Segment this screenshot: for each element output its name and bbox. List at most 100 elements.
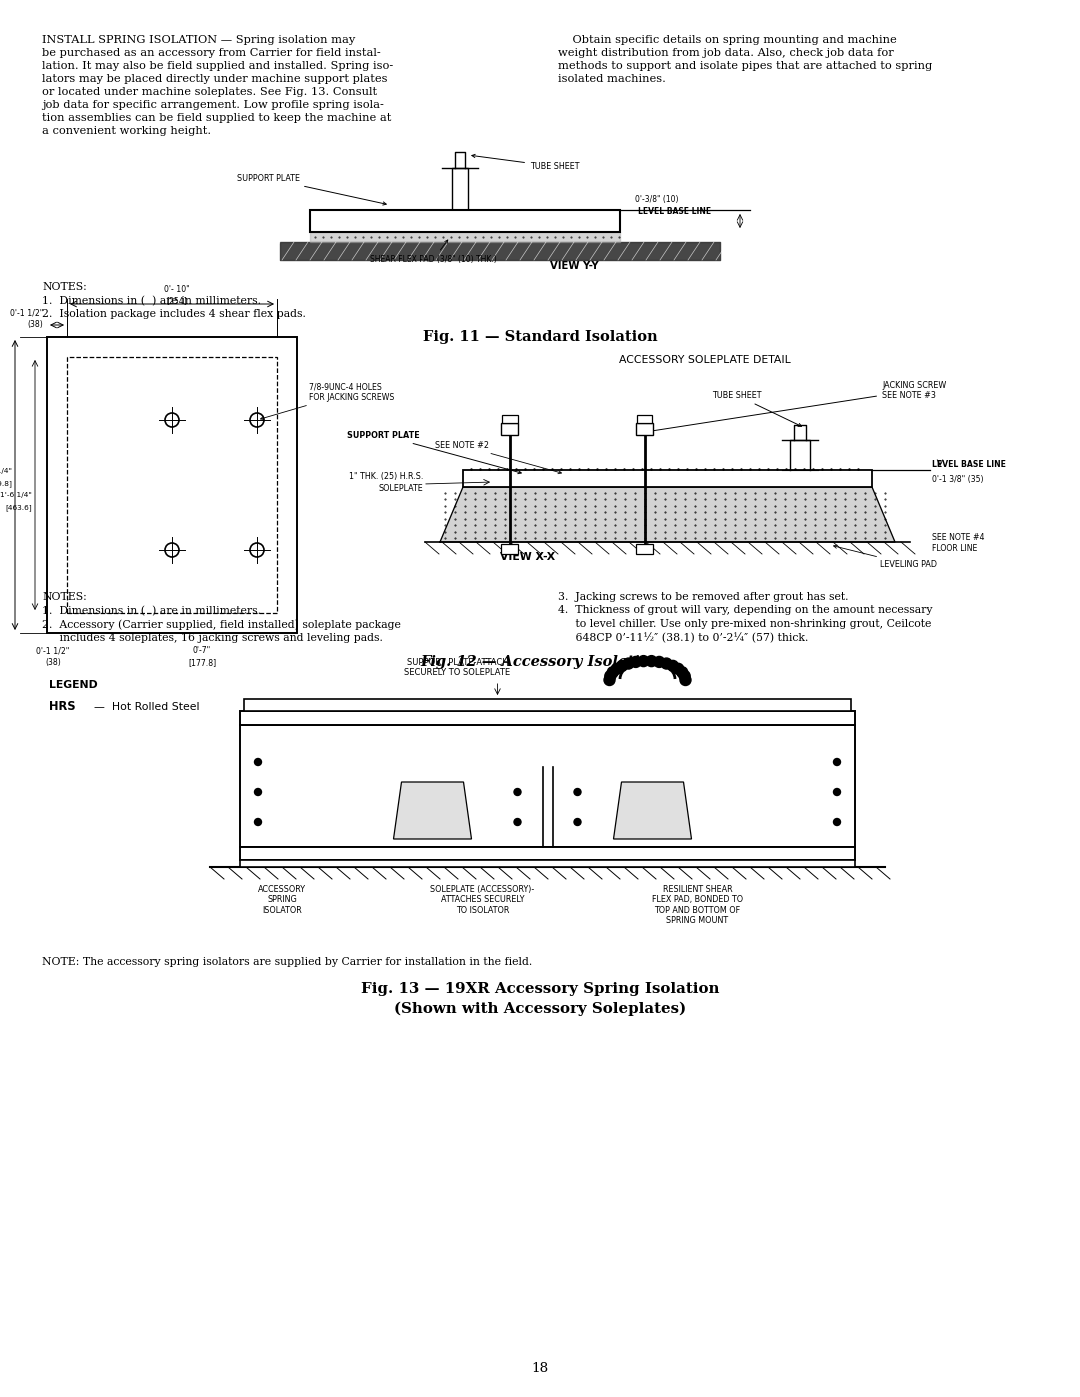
Polygon shape bbox=[613, 782, 691, 840]
Text: SEE NOTE #4: SEE NOTE #4 bbox=[932, 534, 985, 542]
Bar bbox=[637, 415, 652, 423]
Circle shape bbox=[573, 819, 581, 826]
Bar bbox=[386, 856, 438, 865]
Circle shape bbox=[631, 657, 642, 668]
Text: TUBE SHEET: TUBE SHEET bbox=[472, 154, 580, 170]
Text: 0'-1 1/2": 0'-1 1/2" bbox=[10, 307, 43, 317]
Text: 1" THK. (25) H.R.S.: 1" THK. (25) H.R.S. bbox=[349, 472, 423, 481]
Circle shape bbox=[573, 788, 581, 795]
Text: 18: 18 bbox=[531, 1362, 549, 1375]
Text: HRS: HRS bbox=[49, 700, 76, 712]
Text: ACCESSORY
SPRING
ISOLATOR: ACCESSORY SPRING ISOLATOR bbox=[258, 886, 306, 915]
Circle shape bbox=[607, 666, 618, 678]
Circle shape bbox=[255, 819, 261, 826]
Text: VIEW Y-Y: VIEW Y-Y bbox=[550, 261, 598, 271]
Text: Fig. 11 — Standard Isolation: Fig. 11 — Standard Isolation bbox=[422, 330, 658, 344]
Text: ACCESSORY SOLEPLATE DETAIL: ACCESSORY SOLEPLATE DETAIL bbox=[619, 355, 791, 365]
Circle shape bbox=[623, 658, 634, 669]
Text: 0'-1 1/2": 0'-1 1/2" bbox=[37, 645, 70, 655]
Text: LEVELING PAD: LEVELING PAD bbox=[834, 545, 937, 569]
Bar bbox=[787, 858, 839, 865]
Circle shape bbox=[255, 788, 261, 795]
Text: JACKING SCREW
SEE NOTE #3: JACKING SCREW SEE NOTE #3 bbox=[649, 380, 946, 433]
Text: SOLEPLATE (ACCESSORY)-
ATTACHES SECURELY
TO ISOLATOR: SOLEPLATE (ACCESSORY)- ATTACHES SECURELY… bbox=[430, 886, 535, 915]
Bar bbox=[386, 858, 438, 865]
Text: 1'-9 1/4": 1'-9 1/4" bbox=[0, 468, 12, 474]
Bar bbox=[256, 856, 308, 865]
Text: FLOOR LINE: FLOOR LINE bbox=[932, 543, 977, 553]
Text: [254]: [254] bbox=[166, 296, 187, 305]
Text: [539.8]: [539.8] bbox=[0, 481, 12, 486]
Bar bbox=[244, 698, 851, 711]
Text: 0'- 10": 0'- 10" bbox=[164, 285, 190, 293]
Bar bbox=[310, 210, 620, 232]
Circle shape bbox=[680, 675, 691, 686]
Text: 0'-7": 0'-7" bbox=[193, 645, 211, 655]
Text: 1'-6 1/4": 1'-6 1/4" bbox=[0, 492, 32, 497]
Text: TUBE SHEET: TUBE SHEET bbox=[713, 391, 801, 426]
Text: 0'-3/8" (10): 0'-3/8" (10) bbox=[635, 196, 678, 204]
Bar bbox=[240, 861, 855, 868]
Circle shape bbox=[514, 819, 521, 826]
Circle shape bbox=[667, 661, 678, 672]
Text: (38): (38) bbox=[45, 658, 60, 666]
Bar bbox=[787, 856, 839, 865]
Text: SUPPORT PLATE-ATTACH
SECURELY TO SOLEPLATE: SUPPORT PLATE-ATTACH SECURELY TO SOLEPLA… bbox=[404, 658, 511, 678]
Text: SUPPORT PLATE: SUPPORT PLATE bbox=[348, 432, 522, 474]
Circle shape bbox=[255, 759, 261, 766]
Text: NOTE: The accessory spring isolators are supplied by Carrier for installation in: NOTE: The accessory spring isolators are… bbox=[42, 957, 532, 967]
Bar bbox=[240, 847, 855, 861]
Bar bbox=[636, 543, 653, 555]
Bar bbox=[256, 858, 308, 865]
Circle shape bbox=[834, 788, 840, 795]
Circle shape bbox=[679, 671, 690, 682]
Bar bbox=[636, 423, 653, 434]
Circle shape bbox=[677, 666, 688, 678]
Polygon shape bbox=[393, 782, 472, 840]
Text: NOTES:
1.  Dimensions in (  ) are in millimeters.
2.  Isolation package includes: NOTES: 1. Dimensions in ( ) are in milli… bbox=[42, 282, 306, 319]
Bar bbox=[657, 858, 708, 865]
Text: Fig. 13 — 19XR Accessory Spring Isolation
(Shown with Accessory Soleplates): Fig. 13 — 19XR Accessory Spring Isolatio… bbox=[361, 982, 719, 1016]
Circle shape bbox=[605, 671, 616, 682]
Circle shape bbox=[638, 655, 649, 666]
Circle shape bbox=[661, 658, 672, 669]
Text: 0'-1 3/8" (35): 0'-1 3/8" (35) bbox=[932, 475, 984, 483]
Circle shape bbox=[653, 657, 665, 668]
Text: 7/8-9UNC-4 HOLES
FOR JACKING SCREWS: 7/8-9UNC-4 HOLES FOR JACKING SCREWS bbox=[260, 383, 394, 419]
Circle shape bbox=[646, 655, 657, 666]
Text: Obtain specific details on spring mounting and machine
weight distribution from : Obtain specific details on spring mounti… bbox=[558, 35, 932, 84]
Bar bbox=[48, 337, 297, 633]
Bar bbox=[240, 711, 855, 725]
Circle shape bbox=[673, 664, 684, 675]
Circle shape bbox=[617, 661, 627, 672]
Bar bbox=[463, 469, 872, 488]
Bar bbox=[67, 358, 276, 613]
Circle shape bbox=[604, 675, 615, 686]
Bar bbox=[502, 415, 517, 423]
Bar bbox=[240, 725, 855, 847]
Text: [177.8]: [177.8] bbox=[188, 658, 216, 666]
Text: SUPPORT PLATE: SUPPORT PLATE bbox=[237, 175, 387, 205]
Bar bbox=[657, 856, 708, 865]
Text: LEVEL BASE LINE: LEVEL BASE LINE bbox=[638, 207, 711, 217]
Text: LEVEL BASE LINE: LEVEL BASE LINE bbox=[932, 460, 1005, 469]
Text: SHEAR FLEX PAD (3/8" (10) THK.): SHEAR FLEX PAD (3/8" (10) THK.) bbox=[370, 240, 497, 264]
Text: (38): (38) bbox=[27, 320, 43, 330]
Text: SEE NOTE #2: SEE NOTE #2 bbox=[435, 441, 562, 474]
Text: NOTES:
1.  Dimensions in (  ) are in millimeters.
2.  Accessory (Carrier supplie: NOTES: 1. Dimensions in ( ) are in milli… bbox=[42, 592, 401, 644]
Bar bbox=[501, 543, 518, 555]
Text: —  Hot Rolled Steel: — Hot Rolled Steel bbox=[87, 703, 200, 712]
Circle shape bbox=[514, 788, 521, 795]
Text: [463.6]: [463.6] bbox=[5, 504, 32, 511]
Bar bbox=[501, 423, 518, 434]
Text: SOLEPLATE: SOLEPLATE bbox=[378, 483, 423, 493]
Text: Fig. 12 — Accessory Isolation: Fig. 12 — Accessory Isolation bbox=[420, 655, 660, 669]
Circle shape bbox=[611, 664, 622, 675]
Text: RESILIENT SHEAR
FLEX PAD, BONDED TO
TOP AND BOTTOM OF
SPRING MOUNT: RESILIENT SHEAR FLEX PAD, BONDED TO TOP … bbox=[652, 886, 743, 925]
Text: 3.  Jacking screws to be removed after grout has set.
4.  Thickness of grout wil: 3. Jacking screws to be removed after gr… bbox=[558, 592, 932, 643]
Text: LEVEL
FOUNDATION: LEVEL FOUNDATION bbox=[518, 809, 577, 828]
Text: VIEW X-X: VIEW X-X bbox=[500, 552, 555, 562]
Polygon shape bbox=[440, 488, 895, 542]
Text: LEGEND: LEGEND bbox=[49, 680, 98, 690]
Text: INSTALL SPRING ISOLATION — Spring isolation may
be purchased as an accessory fro: INSTALL SPRING ISOLATION — Spring isolat… bbox=[42, 35, 393, 137]
